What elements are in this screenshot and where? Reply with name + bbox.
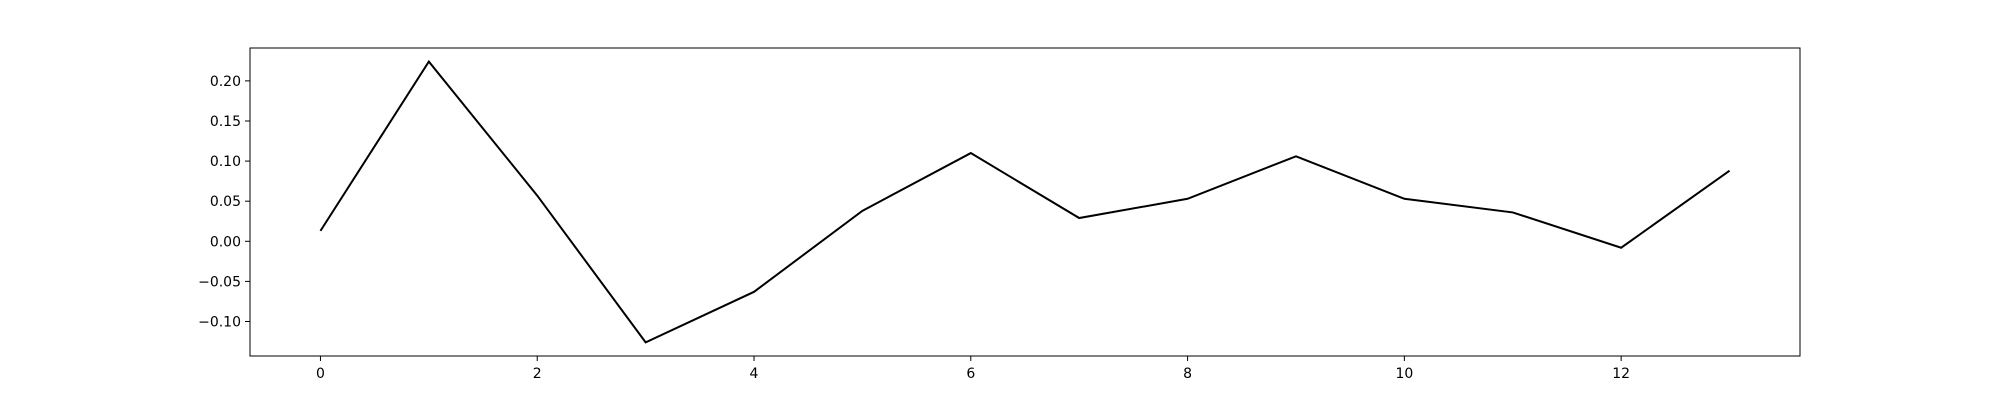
x-tick-label: 6	[966, 366, 975, 382]
plot-frame	[249, 47, 1801, 357]
x-axis-ticks: 0 2 4 6 8 10 12	[316, 356, 1630, 382]
y-tick-label: −0.05	[198, 274, 241, 290]
x-tick-label: 12	[1612, 366, 1630, 382]
x-tick-label: 0	[316, 366, 325, 382]
series-layer	[319, 59, 1731, 344]
y-tick-label: −0.10	[198, 315, 241, 331]
y-tick-label: 0.05	[210, 194, 241, 210]
y-tick-label: 0.10	[210, 154, 241, 170]
y-tick-label: 0.15	[210, 114, 241, 130]
y-tick-label: 0.20	[210, 74, 241, 90]
x-tick-label: 10	[1395, 366, 1413, 382]
x-tick-label: 2	[533, 366, 542, 382]
y-axis-ticks: −0.10 −0.05 0.00 0.05 0.10 0.15 0.20	[198, 74, 250, 331]
x-tick-label: 4	[750, 366, 759, 382]
y-tick-label: 0.00	[210, 234, 241, 250]
x-tick-label: 8	[1183, 366, 1192, 382]
series-line	[319, 59, 1731, 344]
